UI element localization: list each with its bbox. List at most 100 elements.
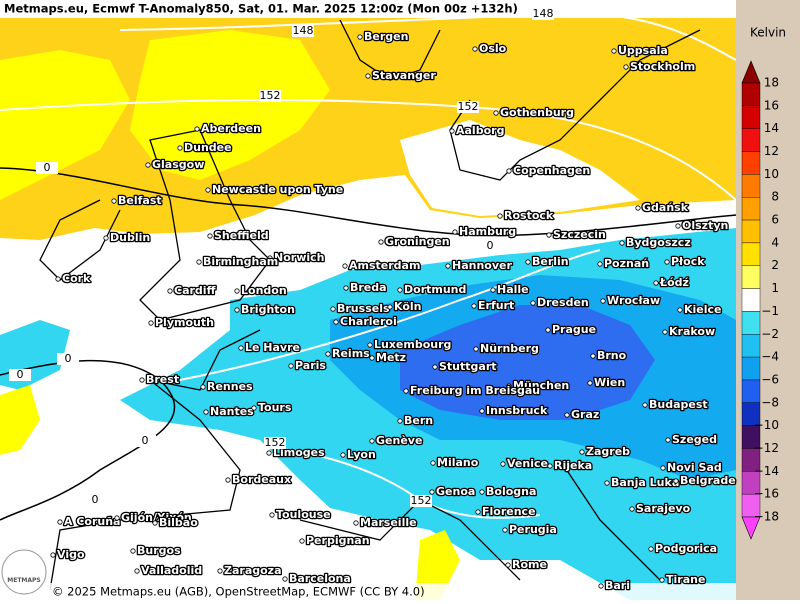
legend-swatch [741, 128, 761, 152]
neutral-area [400, 120, 640, 216]
city-label: Kielce [684, 303, 722, 316]
city-label: München [513, 379, 569, 392]
city-dot [673, 478, 679, 484]
city-dot [452, 229, 458, 235]
city-dot [225, 477, 231, 483]
legend-tick-label: 14 [764, 121, 779, 135]
city-dot [604, 480, 610, 486]
labels: Bergen Oslo Uppsala Stockholm Stavanger Aberd… [9, 7, 737, 593]
city-label: Perugia [509, 523, 557, 536]
city-dot [506, 383, 512, 389]
city-dot [505, 562, 511, 568]
city-dot [148, 320, 154, 326]
city-label: Sheffield [214, 229, 269, 242]
city-dot [473, 346, 479, 352]
city-dot [205, 187, 211, 193]
warm-area-light [0, 50, 130, 200]
contour-label-bg [259, 90, 281, 102]
city-dot [579, 449, 585, 455]
city-dot [662, 329, 668, 335]
legend-swatch [741, 242, 761, 266]
city-label: Innsbruck [486, 404, 548, 417]
city-label: Charleroi [340, 315, 397, 328]
city-dot [642, 402, 648, 408]
city-label: Płock [671, 255, 705, 268]
city-label: Copenhagen [513, 164, 590, 177]
city-dot [50, 552, 56, 558]
footer-bar [0, 583, 736, 600]
legend-tick-label: −1 [761, 304, 779, 318]
city-label: Hamburg [459, 225, 516, 238]
city-dot [449, 128, 455, 134]
contour-label-bg [57, 353, 79, 365]
city-dot [342, 263, 348, 269]
city-dot [353, 520, 359, 526]
city-dot [167, 288, 173, 294]
city-dot [490, 287, 496, 293]
city-dot [648, 546, 654, 552]
city-label: Cardiff [174, 284, 216, 297]
city-label: Genève [376, 434, 422, 447]
city-label: Poznań [604, 257, 649, 270]
city-label: Aberdeen [201, 122, 261, 135]
city-label: Banja Luka [611, 476, 679, 489]
contour-label: 148 [533, 7, 554, 20]
city-dot [430, 460, 436, 466]
city-label: Bydgoszcz [626, 236, 691, 249]
legend-tick-label: 16 [764, 98, 779, 112]
city-label: Perpignan [306, 534, 370, 547]
city-label: Tirane [666, 573, 705, 586]
city-dot [660, 465, 666, 471]
coastline [39, 19, 701, 591]
city-label: Breda [350, 281, 387, 294]
city-dot [378, 239, 384, 245]
city-dot [653, 280, 659, 286]
city-dot [55, 276, 61, 282]
city-label: Bergen [364, 30, 408, 43]
legend-tick-label: −10 [754, 418, 779, 432]
city-dot [343, 285, 349, 291]
city-dot [130, 548, 136, 554]
city-label: A Coruña [64, 515, 120, 528]
city-dot [429, 489, 435, 495]
legend-swatch [741, 82, 761, 107]
contour-label-bg [84, 494, 106, 506]
city-dot [530, 300, 536, 306]
legend-swatch [741, 219, 761, 244]
city-label: Brest [146, 373, 179, 386]
city-dot [266, 450, 272, 456]
city-dot [234, 307, 240, 313]
logo [1, 549, 47, 595]
city-label: Toulouse [276, 508, 331, 521]
legend-tick-label: −12 [754, 441, 779, 455]
city-dot [367, 342, 373, 348]
city-dot [57, 519, 63, 525]
legend-swatch [741, 356, 761, 381]
city-label: Le Havre [245, 341, 300, 354]
legend-tick-label: 10 [764, 167, 779, 181]
legend-tick-label: 1 [771, 281, 779, 295]
contour-label-bg [36, 162, 58, 174]
warm-area-light [130, 30, 330, 180]
city-label: Amsterdam [349, 259, 420, 272]
city-label: Brighton [241, 303, 295, 316]
city-label: Łódź [659, 276, 689, 289]
warm-area-light [0, 385, 40, 455]
city-dot [600, 298, 606, 304]
city-dot [403, 388, 409, 394]
city-dot [659, 577, 665, 583]
legend-swatch [741, 311, 761, 335]
city-label: Hannover [452, 259, 512, 272]
city-label: Florence [482, 505, 536, 518]
contour-label: 0 [44, 161, 51, 174]
city-dot [493, 110, 499, 116]
city-dot [500, 461, 506, 467]
city-dot [152, 520, 158, 526]
city-label: Aalborg [456, 124, 504, 137]
city-label: Stavanger [372, 69, 436, 82]
city-label: Genoa [436, 485, 475, 498]
city-dot [545, 327, 551, 333]
footer-credit: © 2025 Metmaps.eu (AGB), OpenStreetMap, … [52, 585, 425, 599]
city-dot [200, 384, 206, 390]
